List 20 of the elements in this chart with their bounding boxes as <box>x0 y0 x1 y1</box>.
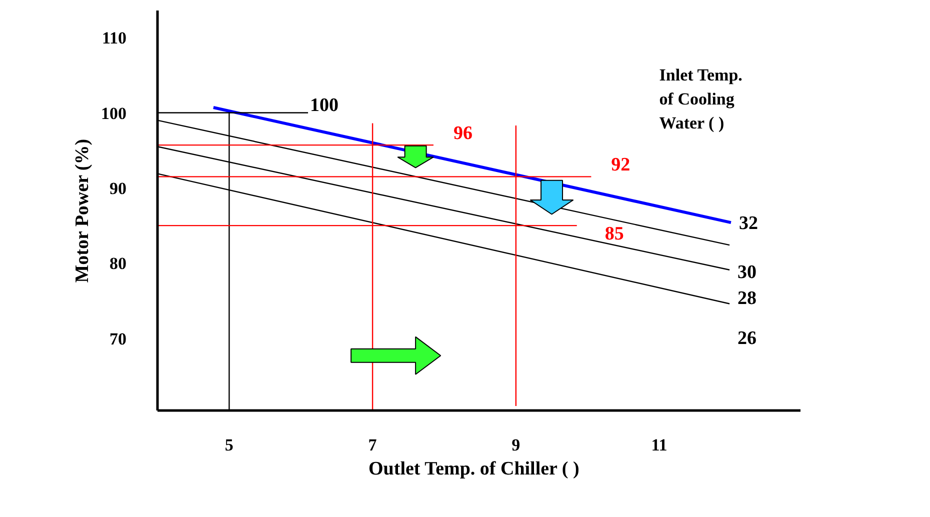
legend-title: Inlet Temp. of Cooling Water ( ) <box>659 66 742 133</box>
series-label: 32 <box>738 213 758 234</box>
y-tick-label: 70 <box>110 329 126 348</box>
series-label: 30 <box>738 262 757 283</box>
y-tick-label: 80 <box>110 254 126 274</box>
x-tick-label: 9 <box>512 436 520 454</box>
x-tick-label: 7 <box>368 436 378 454</box>
y-tick-label: 110 <box>102 28 126 48</box>
y-axis-title: Motor Power (%) <box>72 138 93 283</box>
x-tick-label: 11 <box>651 436 668 454</box>
series-label: 28 <box>738 288 757 310</box>
annotation: 96 <box>453 123 472 144</box>
series-label: 26 <box>738 328 757 350</box>
x-axis-title: Outlet Temp. of Chiller ( ) <box>368 458 580 480</box>
y-tick-label: 100 <box>101 104 126 123</box>
x-tick-label: 5 <box>224 436 234 454</box>
annotation: 92 <box>611 154 630 176</box>
annotation: 100 <box>310 94 339 116</box>
annotation: 85 <box>604 224 624 245</box>
y-tick-label: 90 <box>110 178 126 198</box>
